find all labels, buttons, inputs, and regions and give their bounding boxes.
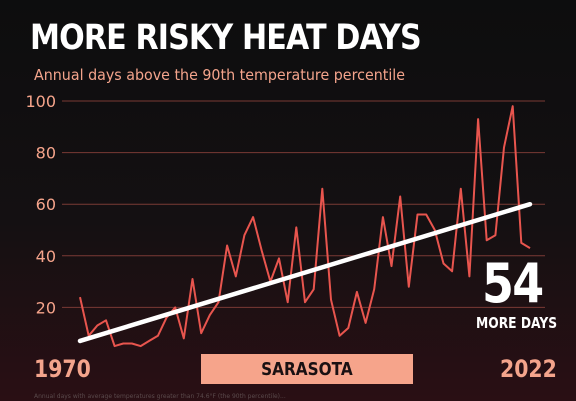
x-label-start-year: 1970	[34, 355, 91, 383]
y-tick-label-80: 80	[36, 144, 56, 163]
callout-caption: MORE DAYS	[476, 314, 558, 332]
y-tick-label-40: 40	[36, 247, 56, 266]
y-tick-label-100: 100	[25, 92, 56, 111]
x-label-end-year: 2022	[500, 355, 557, 383]
location-label: SARASOTA	[261, 358, 353, 380]
callout-number: 54	[482, 252, 544, 315]
gridlines	[62, 100, 545, 308]
footnote: Annual days with average temperatures gr…	[34, 393, 286, 400]
location-badge: SARASOTA	[201, 354, 413, 384]
y-tick-label-60: 60	[36, 195, 56, 214]
chart-title: MORE RISKY HEAT DAYS	[30, 18, 422, 58]
chart-subtitle: Annual days above the 90th temperature p…	[34, 66, 406, 84]
trend-line	[77, 201, 533, 344]
series-line-heat-days	[79, 105, 531, 348]
y-tick-labels: 20 40 60 80 100	[25, 92, 56, 317]
y-tick-label-20: 20	[36, 298, 56, 317]
